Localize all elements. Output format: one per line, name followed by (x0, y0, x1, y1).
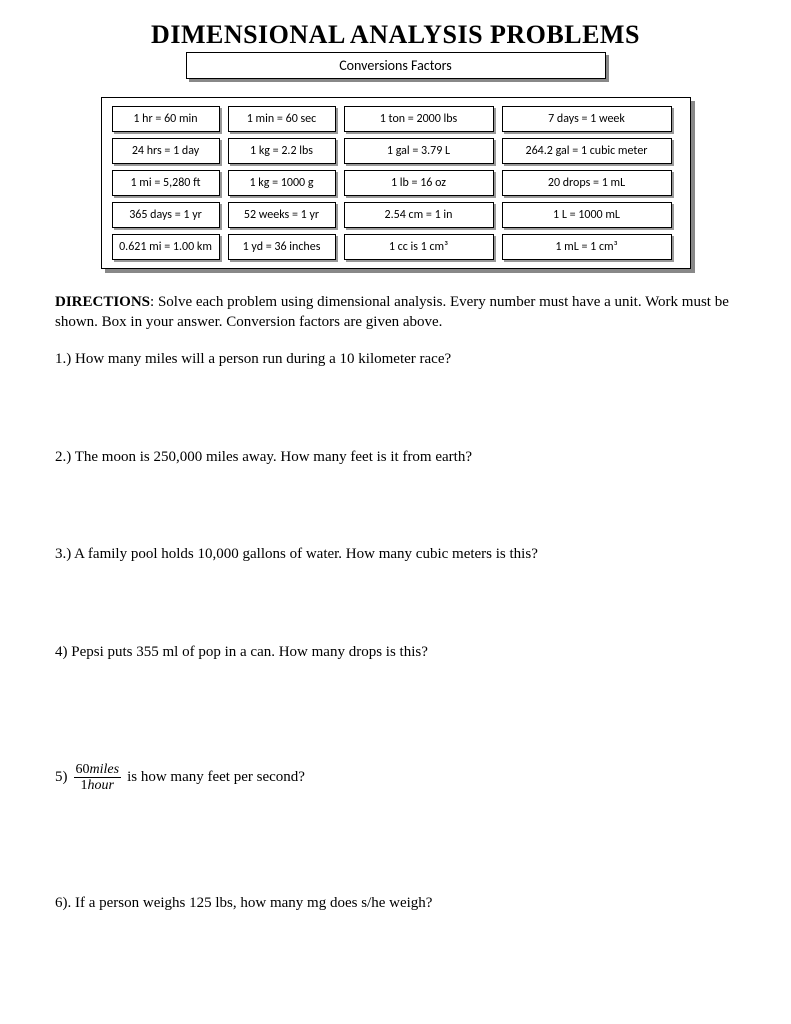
fraction-denominator: 1hour (79, 778, 116, 793)
frac-num-unit: miles (90, 762, 120, 777)
table-cell: 7 days = 1 week (502, 106, 672, 132)
table-cell: 1 ton = 2000 lbs (344, 106, 494, 132)
directions-label: DIRECTIONS (55, 294, 150, 310)
table-cell: 20 drops = 1 mL (502, 170, 672, 196)
subtitle-box: Conversions Factors (186, 52, 606, 79)
table-cell: 264.2 gal = 1 cubic meter (502, 138, 672, 164)
table-cell: 1 cc is 1 cm³ (344, 234, 494, 260)
table-cell: 1 min = 60 sec (228, 106, 336, 132)
conversion-table: 1 hr = 60 min 1 min = 60 sec 1 ton = 200… (101, 97, 691, 269)
directions: DIRECTIONS: Solve each problem using dim… (55, 293, 736, 332)
problem-6: 6). If a person weighs 125 lbs, how many… (55, 894, 736, 914)
table-cell: 365 days = 1 yr (112, 202, 220, 228)
frac-den-unit: hour (88, 778, 114, 793)
problem-2: 2.) The moon is 250,000 miles away. How … (55, 448, 736, 468)
directions-text: : Solve each problem using dimensional a… (55, 294, 729, 330)
frac-num-val: 60 (76, 762, 90, 777)
problem-1: 1.) How many miles will a person run dur… (55, 350, 736, 370)
table-row: 0.621 mi = 1.00 km 1 yd = 36 inches 1 cc… (112, 234, 680, 260)
table-cell: 1 mL = 1 cm³ (502, 234, 672, 260)
table-row: 1 mi = 5,280 ft 1 kg = 1000 g 1 lb = 16 … (112, 170, 680, 196)
problem-5-prefix: 5) (55, 768, 68, 788)
problem-3: 3.) A family pool holds 10,000 gallons o… (55, 545, 736, 565)
table-cell: 52 weeks = 1 yr (228, 202, 336, 228)
table-cell: 1 L = 1000 mL (502, 202, 672, 228)
table-cell: 2.54 cm = 1 in (344, 202, 494, 228)
fraction: 60miles 1hour (74, 762, 122, 794)
table-row: 24 hrs = 1 day 1 kg = 2.2 lbs 1 gal = 3.… (112, 138, 680, 164)
table-cell: 0.621 mi = 1.00 km (112, 234, 220, 260)
frac-den-val: 1 (81, 778, 88, 793)
problem-5-suffix: is how many feet per second? (127, 768, 305, 788)
page-title: DIMENSIONAL ANALYSIS PROBLEMS (55, 20, 736, 50)
problem-5: 5) 60miles 1hour is how many feet per se… (55, 762, 736, 794)
fraction-numerator: 60miles (74, 762, 122, 778)
table-cell: 1 yd = 36 inches (228, 234, 336, 260)
table-cell: 1 kg = 1000 g (228, 170, 336, 196)
table-cell: 1 gal = 3.79 L (344, 138, 494, 164)
table-row: 1 hr = 60 min 1 min = 60 sec 1 ton = 200… (112, 106, 680, 132)
table-row: 365 days = 1 yr 52 weeks = 1 yr 2.54 cm … (112, 202, 680, 228)
table-cell: 1 mi = 5,280 ft (112, 170, 220, 196)
table-cell: 1 hr = 60 min (112, 106, 220, 132)
problem-4: 4) Pepsi puts 355 ml of pop in a can. Ho… (55, 643, 736, 663)
table-cell: 1 lb = 16 oz (344, 170, 494, 196)
table-cell: 1 kg = 2.2 lbs (228, 138, 336, 164)
table-cell: 24 hrs = 1 day (112, 138, 220, 164)
